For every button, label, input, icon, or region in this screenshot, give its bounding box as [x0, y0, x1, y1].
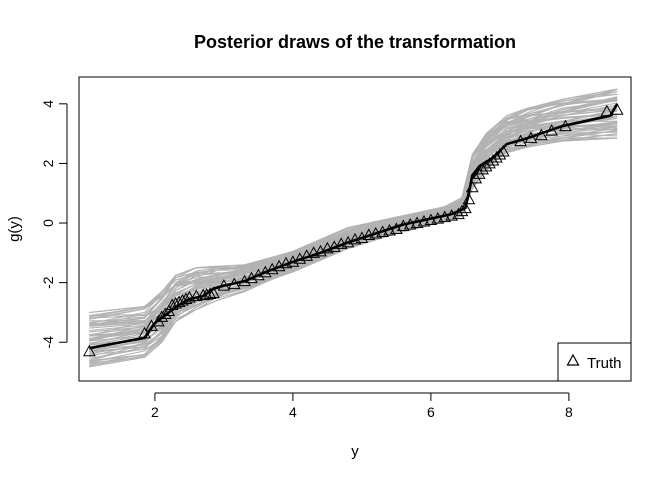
truth-point	[145, 319, 158, 331]
truth-point	[438, 210, 452, 223]
truth-point	[383, 223, 396, 236]
truth-point	[179, 292, 193, 305]
truth-point	[465, 180, 479, 193]
truth-point	[207, 286, 220, 299]
posterior-draw-line	[89, 88, 618, 318]
x-tick-label: 8	[565, 404, 573, 420]
truth-point	[83, 344, 96, 357]
truth-point	[321, 241, 334, 254]
truth-point	[348, 232, 362, 245]
posterior-draw-line	[89, 113, 618, 332]
posterior-draw-line	[89, 104, 618, 341]
truth-points	[83, 103, 624, 357]
truth-point	[227, 277, 241, 290]
truth-point	[369, 226, 383, 239]
truth-point	[203, 287, 217, 299]
x-tick-label: 4	[289, 404, 297, 420]
y-tick-label: -4	[40, 336, 56, 349]
truth-point	[362, 228, 376, 240]
legend-label-truth: Truth	[587, 355, 621, 372]
truth-point	[479, 159, 493, 172]
legend-box	[557, 342, 632, 382]
truth-point	[424, 213, 438, 226]
truth-point	[545, 124, 558, 136]
truth-point	[600, 104, 614, 117]
truth-point	[514, 134, 527, 147]
y-tick-label: 4	[40, 100, 56, 108]
y-tick-label: 2	[40, 159, 56, 167]
posterior-draws	[89, 88, 618, 368]
truth-point	[483, 156, 496, 169]
truth-point	[200, 288, 213, 300]
y-axis-label: g(y)	[6, 216, 23, 242]
legend-triangle-marker	[566, 353, 580, 366]
truth-point	[490, 150, 503, 163]
y-tick-label: -2	[40, 276, 56, 289]
truth-point	[189, 289, 203, 302]
truth-point	[279, 256, 293, 269]
truth-point	[476, 162, 489, 175]
truth-point	[462, 192, 476, 205]
truth-point	[497, 144, 510, 157]
truth-point	[610, 103, 624, 115]
truth-point	[445, 209, 458, 221]
truth-point	[472, 167, 486, 179]
truth-point	[158, 307, 172, 319]
truth-point	[486, 153, 500, 166]
truth-point	[431, 212, 445, 224]
truth-point	[403, 217, 417, 230]
truth-point	[452, 207, 465, 220]
truth-point	[196, 288, 210, 301]
truth-point	[162, 304, 176, 316]
truth-point	[376, 225, 389, 237]
y-tick-label: 0	[40, 219, 56, 227]
x-axis: 2 4 6 8	[151, 392, 573, 420]
chart-title: Posterior draws of the transformation	[194, 32, 516, 52]
x-tick-label: 6	[427, 404, 435, 420]
x-axis-label: y	[351, 443, 359, 460]
posterior-draw-line	[89, 98, 618, 314]
truth-point	[307, 246, 320, 258]
plot-frame	[78, 76, 632, 382]
posterior-draw-line	[89, 104, 618, 333]
truth-point	[138, 326, 151, 339]
truth-point	[455, 204, 469, 217]
y-axis: -4 -2 0 2 4	[40, 100, 68, 349]
truth-point	[155, 310, 169, 322]
truth-point	[459, 201, 472, 214]
truth-point	[534, 128, 548, 141]
x-tick-label: 2	[151, 404, 159, 420]
truth-point	[417, 215, 431, 227]
truth-point	[183, 291, 196, 303]
truth-point	[524, 131, 538, 144]
truth-point	[493, 147, 507, 160]
truth-point	[469, 171, 483, 184]
truth-point	[152, 314, 165, 327]
truth-point	[396, 219, 410, 232]
truth-point	[559, 119, 572, 132]
truth-point	[410, 216, 424, 229]
truth-point	[334, 237, 348, 249]
legend: Truth	[557, 342, 632, 382]
truth-point	[217, 279, 231, 291]
